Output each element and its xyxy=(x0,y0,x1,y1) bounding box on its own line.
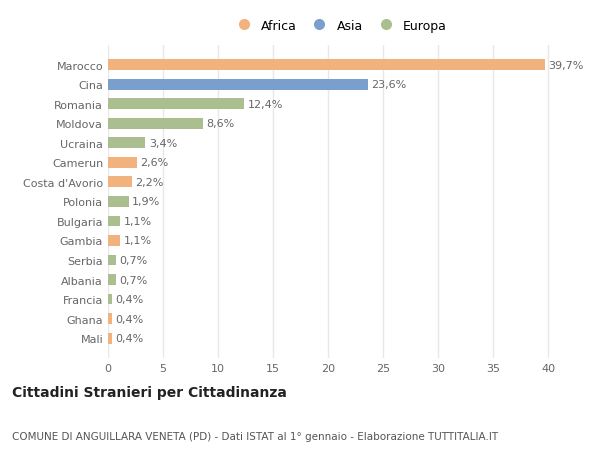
Bar xyxy=(108,274,116,285)
Text: 3,4%: 3,4% xyxy=(149,139,177,148)
Text: 0,7%: 0,7% xyxy=(119,275,147,285)
Text: COMUNE DI ANGUILLARA VENETA (PD) - Dati ISTAT al 1° gennaio - Elaborazione TUTTI: COMUNE DI ANGUILLARA VENETA (PD) - Dati … xyxy=(12,431,498,441)
Text: 0,4%: 0,4% xyxy=(116,314,144,324)
Text: 1,9%: 1,9% xyxy=(132,197,160,207)
Text: 12,4%: 12,4% xyxy=(248,100,283,109)
Text: 0,4%: 0,4% xyxy=(116,295,144,304)
Bar xyxy=(108,138,145,149)
Bar xyxy=(108,79,368,90)
Text: 23,6%: 23,6% xyxy=(371,80,406,90)
Bar xyxy=(108,333,112,344)
Text: 1,1%: 1,1% xyxy=(124,236,152,246)
Bar xyxy=(108,99,244,110)
Text: 39,7%: 39,7% xyxy=(548,61,583,70)
Bar xyxy=(108,255,116,266)
Bar xyxy=(108,216,120,227)
Text: Cittadini Stranieri per Cittadinanza: Cittadini Stranieri per Cittadinanza xyxy=(12,386,287,399)
Text: 8,6%: 8,6% xyxy=(206,119,234,129)
Text: 1,1%: 1,1% xyxy=(124,217,152,226)
Text: 0,7%: 0,7% xyxy=(119,256,147,265)
Bar xyxy=(108,294,112,305)
Bar xyxy=(108,196,129,207)
Bar xyxy=(108,235,120,246)
Bar xyxy=(108,118,203,129)
Text: 2,6%: 2,6% xyxy=(140,158,168,168)
Text: 0,4%: 0,4% xyxy=(116,334,144,343)
Legend: Africa, Asia, Europa: Africa, Asia, Europa xyxy=(226,15,452,38)
Bar xyxy=(108,313,112,325)
Text: 2,2%: 2,2% xyxy=(136,178,164,187)
Bar xyxy=(108,177,132,188)
Bar xyxy=(108,157,137,168)
Bar xyxy=(108,60,545,71)
